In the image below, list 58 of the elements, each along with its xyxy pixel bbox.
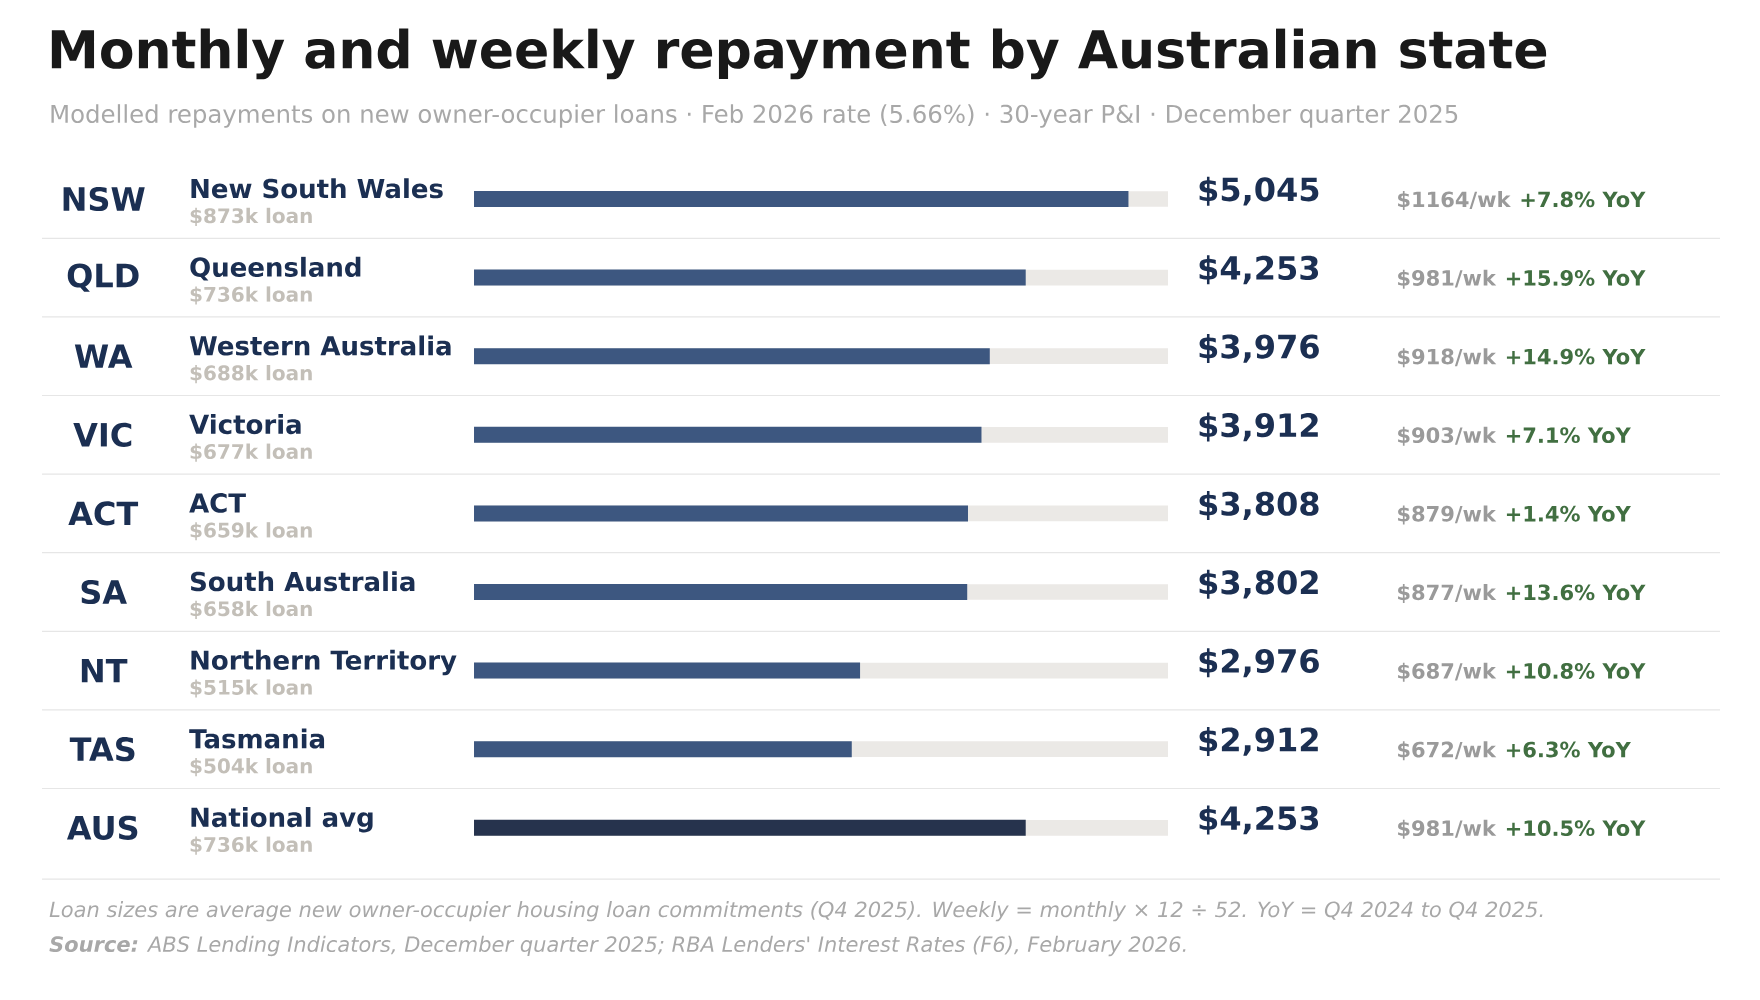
text: $879/wk (1398, 505, 1497, 525)
data-label: $4,253 (1199, 805, 1319, 835)
text: $688k loan (190, 364, 312, 384)
text: $515k loan (190, 679, 312, 698)
text: $1164/wk (1398, 191, 1511, 211)
data-label: $5,045 (1199, 176, 1319, 206)
text: SA (81, 579, 127, 605)
y-tick-label: Tasmania (189, 728, 325, 749)
text: +6.3% YoY (1506, 741, 1631, 758)
text: $504k loan (190, 757, 312, 777)
data-label: $3,976 (1199, 333, 1319, 363)
text: $873k loan (190, 207, 312, 226)
text: $981/wk (1398, 819, 1497, 839)
text: NSW (63, 186, 145, 212)
text: ACT (68, 501, 139, 526)
text: NT (81, 658, 128, 683)
text: $687/wk (1398, 662, 1497, 682)
y-tick-label: ACT (189, 493, 246, 513)
text: WA (74, 344, 133, 368)
text: $918/wk (1398, 348, 1497, 368)
y-tick-label: New South Wales (191, 178, 443, 199)
text: $672/wk (1398, 741, 1497, 761)
y-tick-label: Queensland (190, 256, 361, 281)
text: +13.6% YoY (1506, 584, 1646, 601)
data-label: $2,976 (1199, 648, 1319, 678)
text: +7.1% YoY (1506, 427, 1631, 444)
data-label: $3,912 (1199, 412, 1318, 442)
data-label: $4,253 (1199, 255, 1319, 285)
text: +10.5% YoY (1506, 820, 1646, 837)
text: +1.4% YoY (1506, 505, 1631, 522)
text: $736k loan (190, 836, 312, 855)
text: $659k loan (190, 522, 312, 541)
text: +15.9% YoY (1506, 270, 1646, 286)
text: $658k loan (190, 600, 312, 619)
y-tick-label: South Australia (190, 571, 415, 592)
text: +10.8% YoY (1506, 663, 1646, 679)
y-tick-label: Northern Territory (191, 649, 457, 676)
text: $677k loan (190, 443, 312, 462)
text: +14.9% YoY (1506, 348, 1646, 365)
text: $877/wk (1398, 584, 1497, 604)
chart-title: Monthly and weekly repayment by Australian state (51, 28, 1547, 80)
text: Source: ABS Lending Indicators, December quarter 2025; RBA Lenders' Interest Rates (F6), February 2026. (49, 935, 1186, 957)
chart-subtitle: Modelled repayments on new owner-occupier loans · Feb 2026 rate (5.66%) · 30-year P&I · December quarter 2025 (51, 104, 1458, 128)
text: $903/wk (1398, 426, 1497, 446)
text: TAS (69, 737, 135, 762)
text: AUS (66, 815, 138, 840)
text: Loan sizes are average new owner-occupier housing loan commitments (Q4 2025). Weekly = monthly × 12 ÷ 52. YoY = Q4 2024 to Q4 2025. (49, 901, 1543, 922)
text: $736k loan (190, 286, 312, 305)
text: +7.8% YoY (1521, 191, 1646, 208)
y-tick-label: Victoria (189, 414, 301, 435)
text: $981/wk (1398, 269, 1497, 289)
data-label: $3,802 (1199, 569, 1318, 599)
text: VIC (73, 422, 132, 447)
y-tick-label: Western Australia (189, 335, 451, 356)
data-label: $2,912 (1199, 726, 1318, 756)
y-tick-label: National avg (191, 807, 373, 833)
text: QLD (67, 263, 139, 292)
data-label: $3,808 (1199, 491, 1319, 521)
